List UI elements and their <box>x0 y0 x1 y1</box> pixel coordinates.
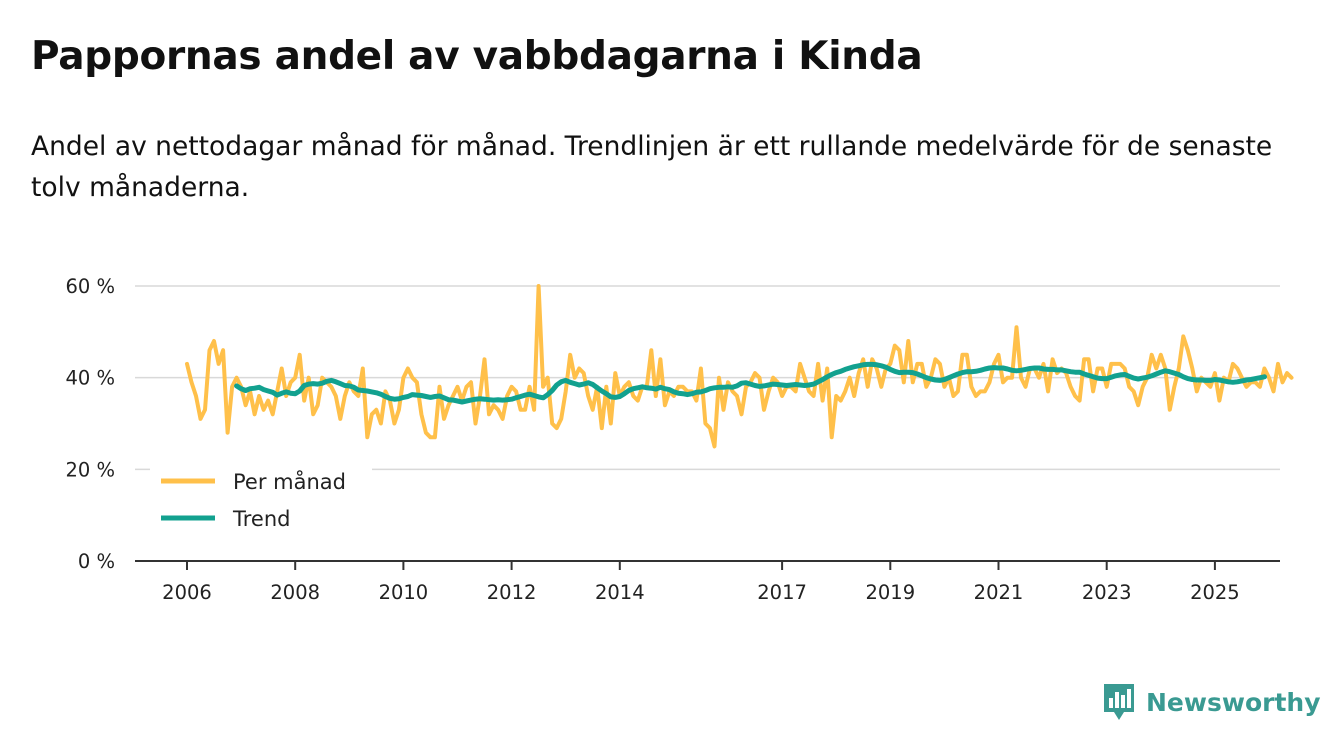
y-axis-ticks: 0 % 20 % 40 % 60 % <box>65 275 115 573</box>
bar-chart-speech-bubble-icon <box>1104 684 1134 720</box>
x-tick-label: 2021 <box>974 581 1024 604</box>
brand-logo: Newsworthy <box>1102 682 1321 722</box>
series-line-per-manad <box>185 284 1294 449</box>
x-tick-label: 2017 <box>757 581 807 604</box>
x-tick-label: 2006 <box>162 581 212 604</box>
chart-title: Pappornas andel av vabbdagarna i Kinda <box>31 34 923 79</box>
legend: Per månad Trend <box>150 462 372 542</box>
x-tick-label: 2023 <box>1082 581 1132 604</box>
x-tick-label: 2008 <box>270 581 320 604</box>
x-tick-label: 2010 <box>379 581 429 604</box>
y-tick-label: 0 % <box>78 550 115 573</box>
brand-name: Newsworthy <box>1146 687 1321 717</box>
x-axis-ticks: 2006 2008 2010 2012 2014 2017 2019 2021 2023 2025 <box>162 561 1240 604</box>
y-tick-label: 60 % <box>65 275 115 298</box>
series-layer <box>185 284 1294 449</box>
chart-subtitle: Andel av nettodagar månad för månad. Tre… <box>31 131 1273 203</box>
x-tick-label: 2012 <box>487 581 537 604</box>
x-tick-label: 2019 <box>865 581 915 604</box>
legend-label-per-manad: Per månad <box>233 469 346 494</box>
legend-label-trend: Trend <box>232 507 290 531</box>
x-tick-label: 2014 <box>595 581 645 604</box>
y-tick-label: 40 % <box>65 367 115 390</box>
x-tick-label: 2025 <box>1190 581 1240 604</box>
legend-background <box>150 462 372 542</box>
y-tick-label: 20 % <box>65 458 115 481</box>
series-line-trend <box>234 361 1267 405</box>
